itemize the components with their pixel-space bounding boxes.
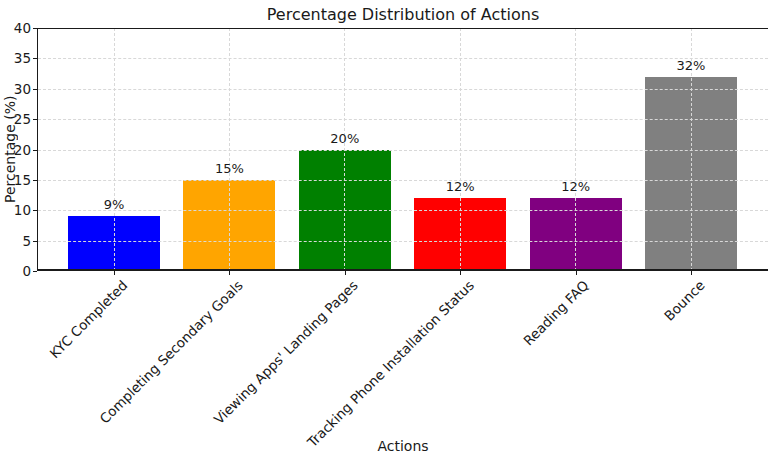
y-tick-label-25: 25 [0, 111, 31, 127]
bar-value-bounce: 32% [659, 58, 723, 73]
gridline-v-kyc-completed [114, 28, 115, 271]
x-tick-tracking-phone-installation-status [460, 271, 461, 275]
bar-chart-figure: Percentage Distribution of Actions Perce… [0, 0, 768, 471]
gridline-v-tracking-phone-installation-status [460, 28, 461, 271]
gridline-v-reading-faq [575, 28, 576, 271]
y-tick-label-5: 5 [0, 233, 31, 249]
gridline-h-20 [38, 150, 768, 151]
y-tick-label-30: 30 [0, 81, 31, 97]
y-tick-label-35: 35 [0, 50, 31, 66]
top-spine [37, 28, 768, 29]
y-tick-label-0: 0 [0, 263, 31, 279]
bar-value-completing-secondary-goals: 15% [197, 161, 261, 176]
x-axis-spine [37, 269, 768, 271]
gridline-v-completing-secondary-goals [229, 28, 230, 271]
x-tick-bounce [691, 271, 692, 275]
gridline-h-30 [38, 89, 768, 90]
x-tick-label-bounce: Bounce [660, 277, 707, 324]
gridline-v-viewing-apps-landing-pages [344, 28, 345, 271]
bar-value-kyc-completed: 9% [82, 197, 146, 212]
gridline-h-10 [38, 210, 768, 211]
y-tick-label-15: 15 [0, 172, 31, 188]
bar-value-viewing-apps-landing-pages: 20% [313, 131, 377, 146]
y-axis-spine [37, 28, 38, 271]
y-tick-label-40: 40 [0, 20, 31, 36]
x-tick-viewing-apps-landing-pages [345, 271, 346, 275]
gridline-h-5 [38, 241, 768, 242]
y-tick-label-20: 20 [0, 142, 31, 158]
bar-value-reading-faq: 12% [544, 179, 608, 194]
y-tick-label-10: 10 [0, 202, 31, 218]
y-tick-0 [33, 271, 37, 272]
gridline-h-25 [38, 119, 768, 120]
bar-value-tracking-phone-installation-status: 12% [428, 179, 492, 194]
x-tick-label-kyc-completed: KYC Completed [46, 277, 130, 361]
x-tick-completing-secondary-goals [229, 271, 230, 275]
gridline-h-15 [38, 180, 768, 181]
chart-title: Percentage Distribution of Actions [38, 5, 768, 24]
x-tick-label-reading-faq: Reading FAQ [520, 277, 592, 349]
x-tick-reading-faq [576, 271, 577, 275]
x-axis-label: Actions [38, 438, 768, 454]
x-tick-kyc-completed [114, 271, 115, 275]
